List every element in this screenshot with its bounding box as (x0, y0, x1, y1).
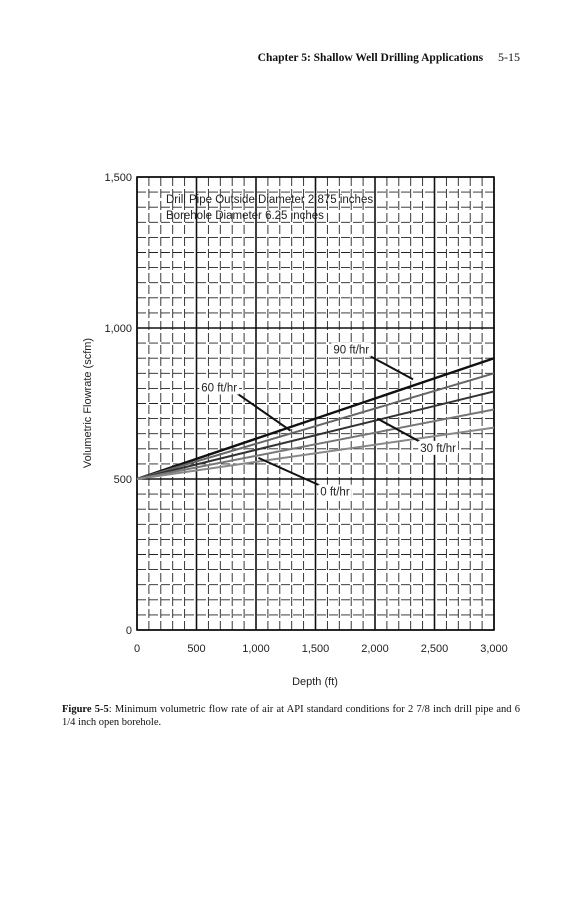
series-label: 30 ft/hr (420, 443, 456, 455)
series-label: 90 ft/hr (333, 345, 369, 357)
label-leader-line (257, 456, 321, 487)
y-tick-label: 0 (126, 625, 132, 637)
x-tick-label: 0 (134, 643, 140, 655)
annotation-borehole-diameter: Borehole Diameter 6.25 inches (166, 210, 324, 222)
series-line (136, 390, 495, 480)
plot-frame (136, 176, 495, 631)
y-tick-label: 500 (114, 474, 132, 486)
figure-label: Figure 5-5 (62, 704, 109, 715)
y-tick-label: 1,000 (104, 323, 132, 335)
x-axis-label: Depth (ft) (292, 676, 338, 688)
page-number: 5-15 (498, 50, 520, 64)
x-tick-label: 1,500 (302, 643, 330, 655)
figure-caption: Figure 5-5: Minimum volumetric flow rate… (62, 703, 520, 729)
y-axis-label: Volumetric Flowrate (scfm) (82, 338, 94, 468)
x-tick-label: 2,000 (361, 643, 389, 655)
series-label-background (418, 440, 459, 455)
series-label-group: 90 ft/hr 60 ft/hr 30 ft/hr 0 ft/hr (199, 342, 459, 499)
label-leader-line (236, 392, 292, 432)
y-tick-labels: 0 500 1,000 1,500 (104, 172, 132, 637)
x-tick-label: 3,000 (480, 643, 508, 655)
series-label-background (318, 484, 352, 499)
label-leaders (236, 354, 421, 487)
label-leader-line (368, 354, 414, 381)
x-tick-labels: 0 500 1,000 1,500 2,000 2,500 3,000 (134, 643, 508, 655)
x-tick-label: 2,500 (421, 643, 449, 655)
x-tick-label: 500 (187, 643, 205, 655)
running-header: Chapter 5: Shallow Well Drilling Applica… (258, 50, 520, 65)
series-lines (136, 357, 495, 481)
series-line (136, 426, 495, 480)
series-line (136, 408, 495, 480)
series-label-background (199, 380, 240, 395)
series-line (136, 357, 495, 481)
chapter-title: Chapter 5: Shallow Well Drilling Applica… (257, 52, 484, 64)
x-tick-label: 1,000 (242, 643, 270, 655)
figure-caption-text: : Minimum volumetric flow rate of air at… (62, 704, 520, 728)
annotation-pipe-diameter: Drill Pipe Outside Diameter 2.875 inches (166, 194, 373, 206)
series-line (136, 372, 495, 480)
series-label: 0 ft/hr (320, 487, 350, 499)
series-label-background (331, 342, 372, 357)
label-leader-line (376, 417, 421, 443)
y-tick-label: 1,500 (104, 172, 132, 184)
series-label: 60 ft/hr (201, 382, 237, 394)
